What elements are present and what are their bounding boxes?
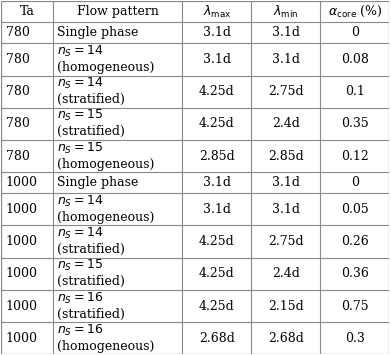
Text: Flow pattern: Flow pattern: [77, 5, 159, 19]
Text: 4.25d: 4.25d: [199, 117, 235, 130]
Text: 0.35: 0.35: [341, 117, 369, 130]
Text: 2.75d: 2.75d: [268, 85, 304, 98]
Text: 0.36: 0.36: [341, 267, 369, 280]
Text: 3.1d: 3.1d: [272, 203, 300, 216]
Text: 0: 0: [351, 176, 359, 189]
Text: 0.75: 0.75: [341, 299, 369, 313]
Text: 3.1d: 3.1d: [272, 26, 300, 39]
Text: 2.85d: 2.85d: [199, 150, 235, 163]
Text: (stratified): (stratified): [57, 275, 125, 288]
Text: $n_S=16$: $n_S=16$: [57, 323, 104, 338]
Text: (stratified): (stratified): [57, 308, 125, 320]
Text: (stratified): (stratified): [57, 243, 125, 256]
Text: 4.25d: 4.25d: [199, 267, 235, 280]
Text: Ta: Ta: [20, 5, 35, 19]
Text: 2.15d: 2.15d: [268, 299, 304, 313]
Text: $n_S=16$: $n_S=16$: [57, 290, 104, 305]
Text: 1000: 1000: [6, 203, 38, 216]
Text: $n_S=14$: $n_S=14$: [57, 226, 104, 241]
Text: 780: 780: [6, 150, 30, 163]
Text: $\lambda_{\mathrm{max}}$: $\lambda_{\mathrm{max}}$: [203, 4, 231, 20]
Text: 0.05: 0.05: [341, 203, 369, 216]
Text: 3.1d: 3.1d: [272, 176, 300, 189]
Text: 1000: 1000: [6, 267, 38, 280]
Text: 2.68d: 2.68d: [268, 332, 304, 345]
Text: 4.25d: 4.25d: [199, 235, 235, 248]
Text: 0.3: 0.3: [345, 332, 365, 345]
Text: (homogeneous): (homogeneous): [57, 61, 155, 74]
Text: $\lambda_{\mathrm{min}}$: $\lambda_{\mathrm{min}}$: [273, 4, 299, 20]
Text: 0.1: 0.1: [345, 85, 365, 98]
Text: 780: 780: [6, 53, 30, 66]
Text: 0.08: 0.08: [341, 53, 369, 66]
Text: $n_S=15$: $n_S=15$: [57, 108, 104, 124]
Text: 2.4d: 2.4d: [272, 117, 300, 130]
Text: 1000: 1000: [6, 299, 38, 313]
Text: $n_S=15$: $n_S=15$: [57, 141, 104, 156]
Text: $n_S=14$: $n_S=14$: [57, 194, 104, 209]
Text: 3.1d: 3.1d: [203, 203, 231, 216]
Text: $n_S=14$: $n_S=14$: [57, 76, 104, 91]
Text: 780: 780: [6, 85, 30, 98]
Text: 1000: 1000: [6, 176, 38, 189]
Text: 3.1d: 3.1d: [203, 26, 231, 39]
Text: 4.25d: 4.25d: [199, 85, 235, 98]
Text: (homogeneous): (homogeneous): [57, 340, 155, 353]
Text: (homogeneous): (homogeneous): [57, 158, 155, 171]
Text: 3.1d: 3.1d: [203, 53, 231, 66]
Text: 780: 780: [6, 117, 30, 130]
Text: 780: 780: [6, 26, 30, 39]
Text: (stratified): (stratified): [57, 125, 125, 138]
Text: $n_S=15$: $n_S=15$: [57, 258, 104, 273]
Text: 0: 0: [351, 26, 359, 39]
Text: Single phase: Single phase: [57, 26, 139, 39]
Text: (stratified): (stratified): [57, 93, 125, 106]
Text: 1000: 1000: [6, 332, 38, 345]
Text: 0.26: 0.26: [341, 235, 369, 248]
Text: 4.25d: 4.25d: [199, 299, 235, 313]
Text: 3.1d: 3.1d: [272, 53, 300, 66]
Text: 1000: 1000: [6, 235, 38, 248]
Text: 3.1d: 3.1d: [203, 176, 231, 189]
Text: 2.85d: 2.85d: [268, 150, 304, 163]
Text: Single phase: Single phase: [57, 176, 139, 189]
Text: $n_S=14$: $n_S=14$: [57, 44, 104, 59]
Text: 2.68d: 2.68d: [199, 332, 235, 345]
Text: 0.12: 0.12: [341, 150, 369, 163]
Text: (homogeneous): (homogeneous): [57, 211, 155, 224]
Text: 2.4d: 2.4d: [272, 267, 300, 280]
Text: 2.75d: 2.75d: [268, 235, 304, 248]
Text: $\alpha_{\mathrm{core}}$ (%): $\alpha_{\mathrm{core}}$ (%): [328, 4, 382, 20]
